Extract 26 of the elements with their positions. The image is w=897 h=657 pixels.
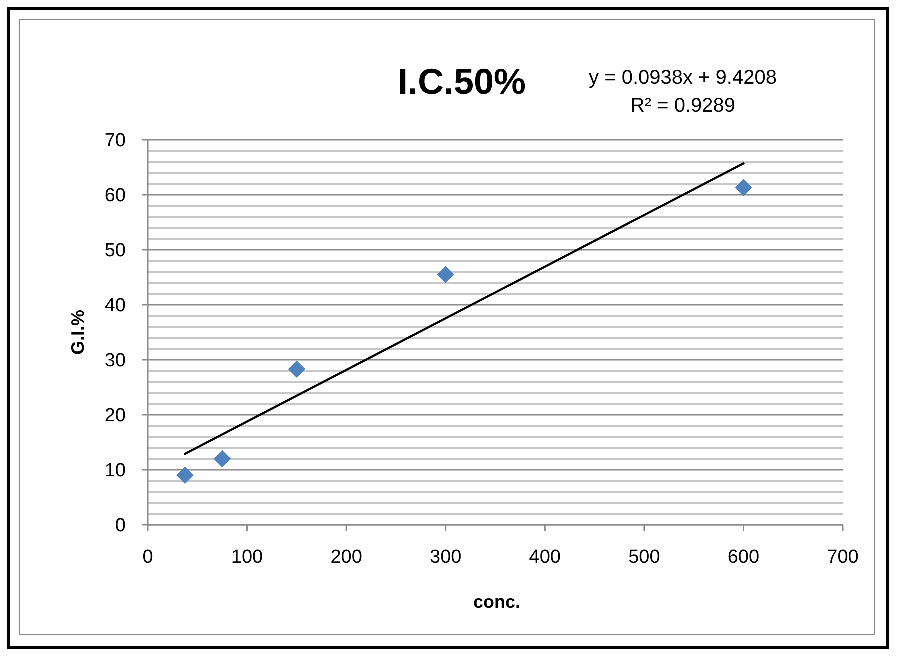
y-tick-label: 30 (104, 350, 126, 372)
y-tick-label: 40 (104, 296, 126, 317)
x-tick-label: 100 (231, 547, 264, 568)
chart-title: I.C.50% (398, 61, 526, 102)
y-tick-label: 60 (104, 186, 126, 207)
x-tick-label: 500 (628, 547, 660, 568)
point (176, 466, 194, 484)
x-tick-label: 300 (430, 547, 462, 568)
point (288, 360, 306, 378)
y-tick-label: 0 (115, 516, 126, 537)
y-axis-title: G.I.% (68, 310, 88, 356)
text: y = 0.0938x + 9.4208 (589, 67, 777, 89)
y-tick-label: 10 (104, 460, 126, 482)
text: R² = 0.9289 (630, 95, 736, 117)
x-tick-label: 700 (827, 547, 859, 568)
x-tick-label: 0 (142, 547, 154, 568)
y-tick-label: 50 (104, 240, 126, 262)
point (437, 266, 455, 284)
x-tick-label: 600 (728, 547, 760, 568)
x-tick-label: 400 (529, 547, 561, 568)
x-tick-label: 200 (330, 547, 362, 568)
y-tick-label: 20 (104, 406, 126, 427)
point (735, 179, 752, 197)
point (214, 450, 232, 468)
x-axis-title: conc. (473, 592, 521, 612)
y-tick-label: 70 (104, 130, 126, 152)
